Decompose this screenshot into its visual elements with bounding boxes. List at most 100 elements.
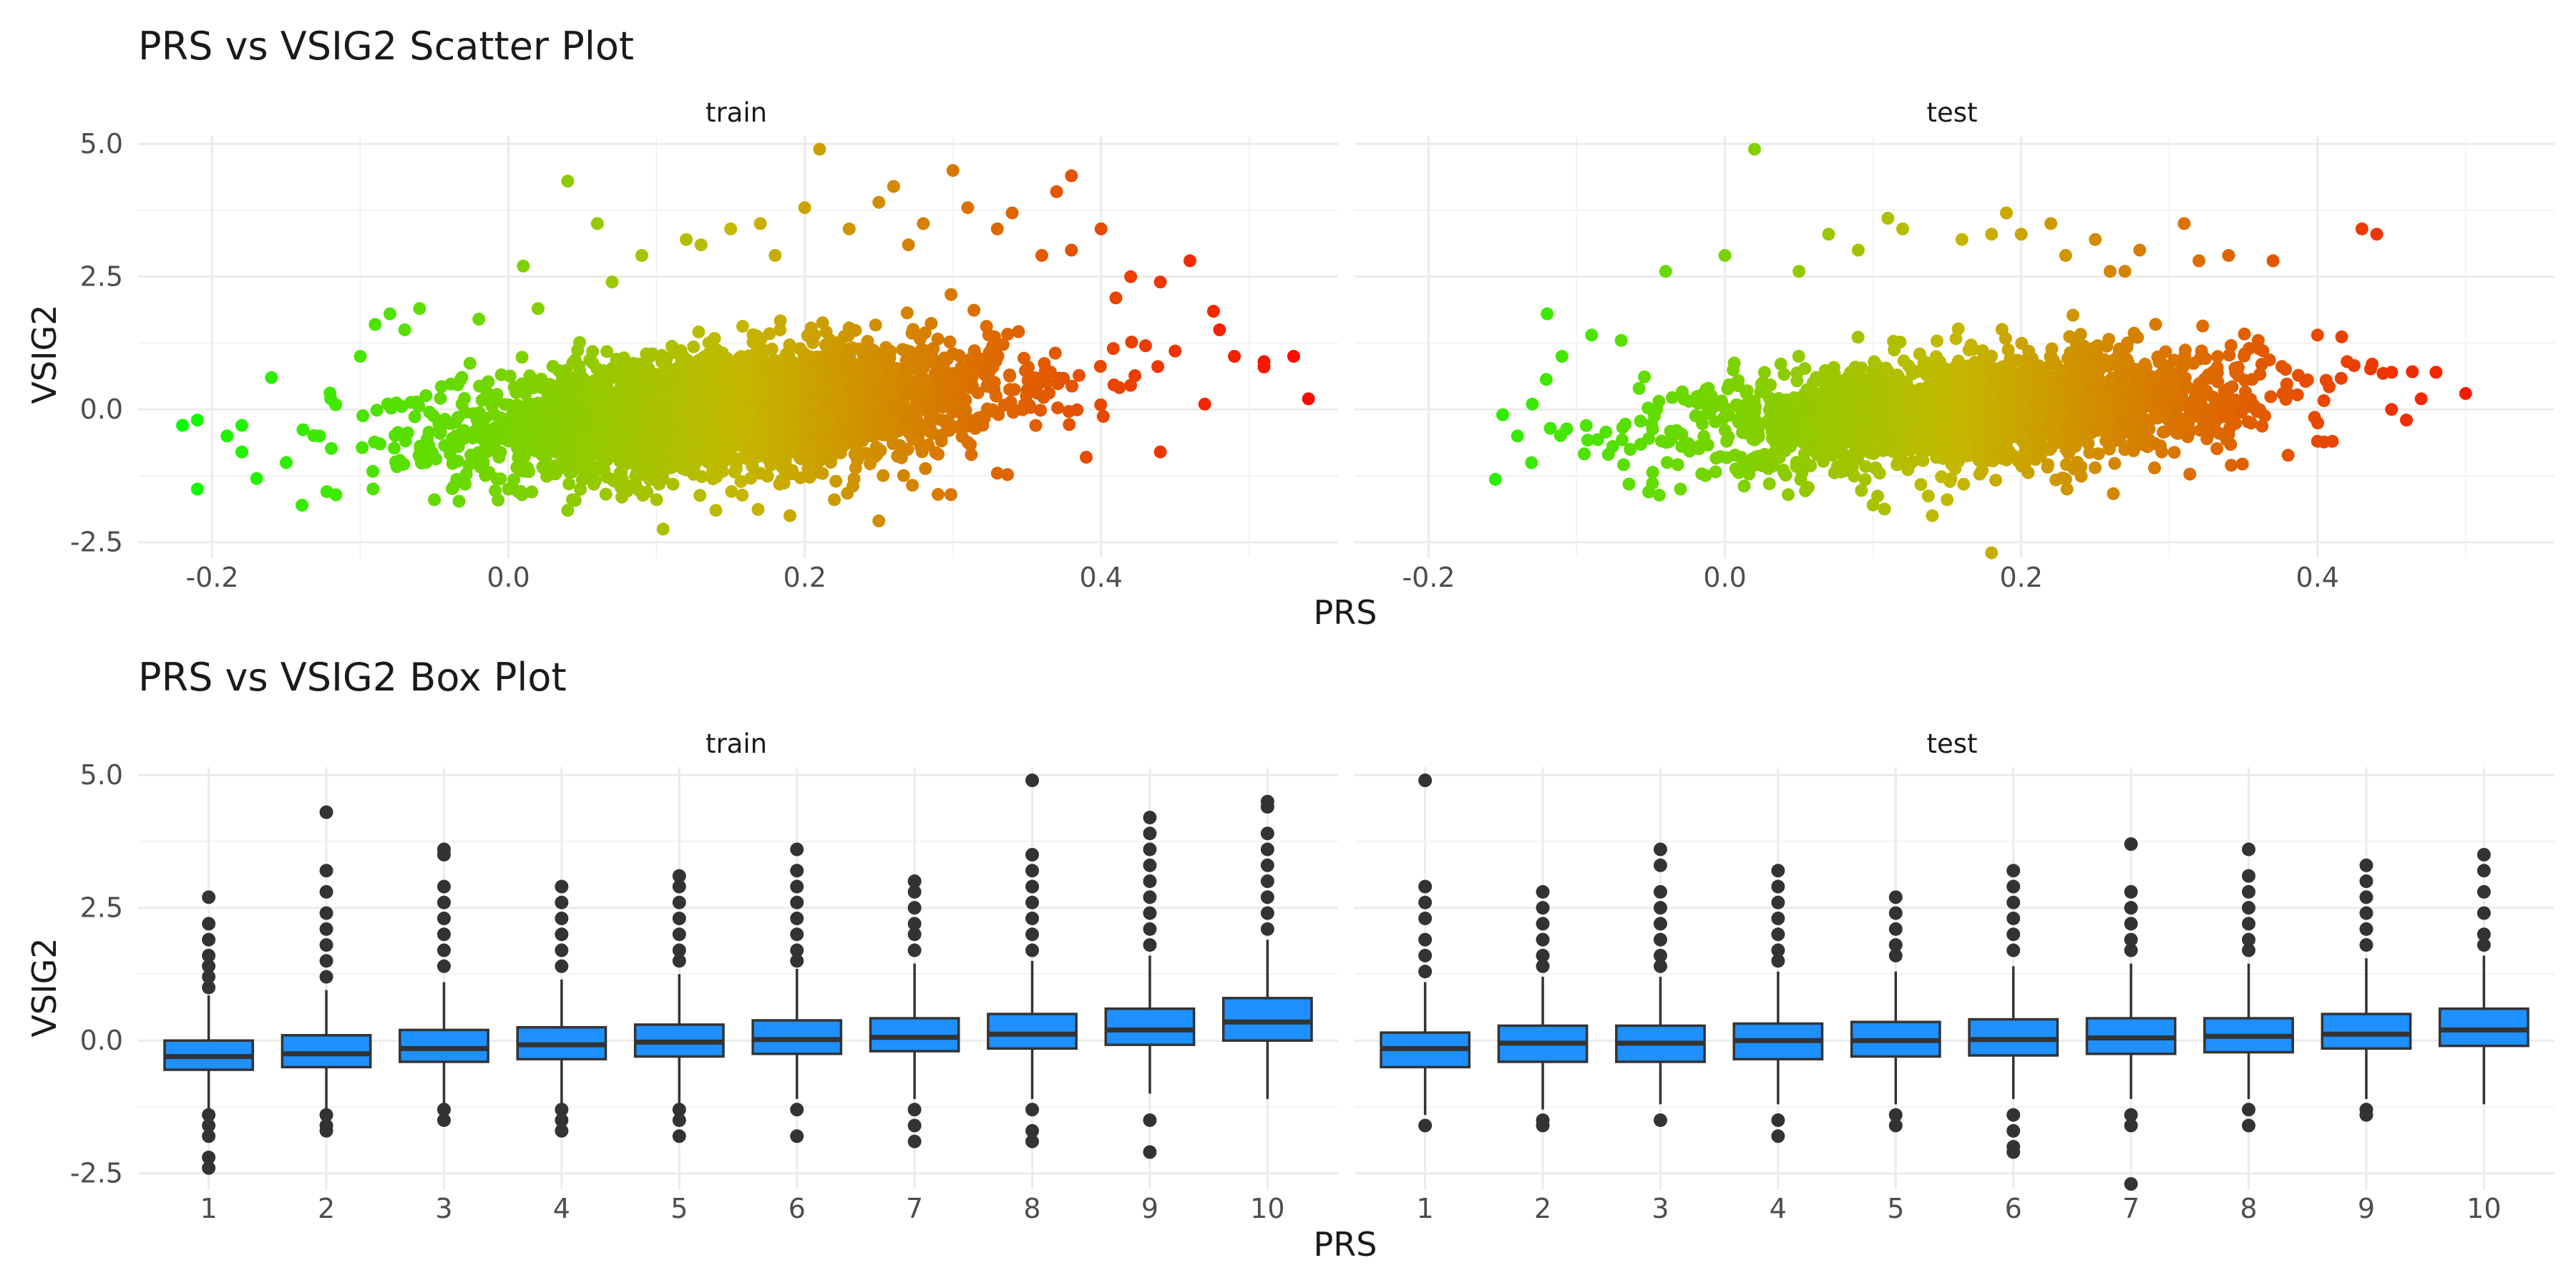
scatter-point <box>1782 488 1795 502</box>
scatter-point <box>2196 319 2210 333</box>
scatter-point <box>843 418 857 431</box>
scatter-point <box>801 462 815 475</box>
scatter-point <box>1646 477 1659 490</box>
scatter-point <box>383 307 396 321</box>
scatter-point <box>828 493 841 507</box>
scatter-point <box>419 389 433 402</box>
scatter-point <box>514 408 528 421</box>
scatter-point <box>692 325 706 338</box>
scatter-point <box>965 417 978 431</box>
scatter-point <box>736 320 749 333</box>
scatter-point <box>688 457 702 470</box>
scatter-point <box>847 391 860 405</box>
scatter-point <box>2089 461 2102 474</box>
scatter-point <box>781 427 794 441</box>
scatter-point <box>906 479 919 492</box>
scatter-point <box>759 356 773 369</box>
scatter-point <box>694 238 708 252</box>
scatter-point <box>658 463 671 477</box>
scatter-point <box>656 522 670 536</box>
scatter-point <box>324 392 338 406</box>
scatter-point <box>280 456 293 469</box>
scatter-point <box>2108 457 2122 470</box>
scatter-point <box>494 411 507 424</box>
scatter-point <box>1543 421 1557 435</box>
scatter-strip-train: train <box>706 97 767 128</box>
scatter-point <box>935 434 948 448</box>
scatter-point <box>794 471 807 484</box>
scatter-point <box>1228 349 1241 363</box>
scatter-point <box>725 363 738 376</box>
scatter-point <box>884 424 897 438</box>
scatter-point <box>869 318 882 332</box>
scatter-point <box>950 380 963 394</box>
scatter-point <box>573 336 586 349</box>
scatter-point <box>2067 308 2079 322</box>
scatter-point <box>845 431 859 444</box>
scatter-point <box>1169 344 1182 358</box>
scatter-point <box>1737 479 1751 493</box>
scatter-point <box>1638 370 1652 384</box>
scatter-point <box>2317 394 2331 407</box>
scatter-point <box>555 396 569 410</box>
scatter-point <box>1287 349 1300 363</box>
scatter-point <box>919 462 932 475</box>
scatter-point <box>535 372 548 386</box>
scatter-point <box>563 384 577 396</box>
scatter-point <box>434 391 447 405</box>
scatter-point <box>1893 336 1907 349</box>
scatter-point <box>842 222 856 235</box>
scatter-point <box>694 366 708 379</box>
scatter-point <box>467 407 480 420</box>
scatter-point <box>687 340 701 353</box>
scatter-point <box>566 493 580 507</box>
scatter-point <box>749 350 763 364</box>
scatter-point <box>736 488 749 502</box>
scatter-point <box>2202 368 2215 381</box>
scatter-point <box>1790 459 1803 473</box>
scatter-point <box>586 436 600 450</box>
scatter-point <box>390 460 404 474</box>
scatter-point <box>980 378 994 391</box>
scatter-point <box>388 441 401 455</box>
scatter-point <box>2248 400 2262 414</box>
scatter-point <box>630 422 643 436</box>
scatter-point <box>819 325 833 338</box>
scatter-point <box>615 426 629 440</box>
scatter-point <box>927 342 940 355</box>
scatter-point <box>525 485 539 499</box>
scatter-point <box>825 432 839 446</box>
scatter-point <box>1619 417 1632 431</box>
scatter-point <box>711 407 724 420</box>
scatter-point <box>1525 456 1538 469</box>
scatter-point <box>686 431 700 445</box>
scatter-point <box>2223 348 2236 362</box>
scatter-point <box>666 477 680 491</box>
scatter-point <box>2092 447 2105 461</box>
scatter-point <box>546 360 560 373</box>
scatter-point <box>1006 406 1020 419</box>
scatter-point <box>1646 466 1659 479</box>
scatter-point <box>415 457 428 469</box>
scatter-point <box>649 369 663 382</box>
scatter-point <box>664 391 678 405</box>
scatter-point <box>1107 378 1121 391</box>
scatter-point <box>1206 305 1220 318</box>
scatter-point <box>1023 399 1036 412</box>
scatter-point <box>973 352 987 366</box>
scatter-point <box>837 358 851 372</box>
scatter-strip-test: test <box>1926 97 1977 128</box>
scatter-point <box>689 416 703 430</box>
scatter-point <box>325 441 338 455</box>
scatter-point <box>549 467 562 481</box>
scatter-point <box>2406 365 2419 379</box>
scatter-point <box>1072 369 1085 382</box>
scatter-point <box>1070 403 1084 416</box>
scatter-point <box>2235 457 2249 471</box>
scatter-point <box>613 454 627 468</box>
scatter-point <box>1034 404 1048 417</box>
scatter-point <box>889 404 902 416</box>
scatter-point <box>2281 449 2295 462</box>
scatter-point <box>1827 361 1840 374</box>
scatter-point <box>955 361 968 374</box>
